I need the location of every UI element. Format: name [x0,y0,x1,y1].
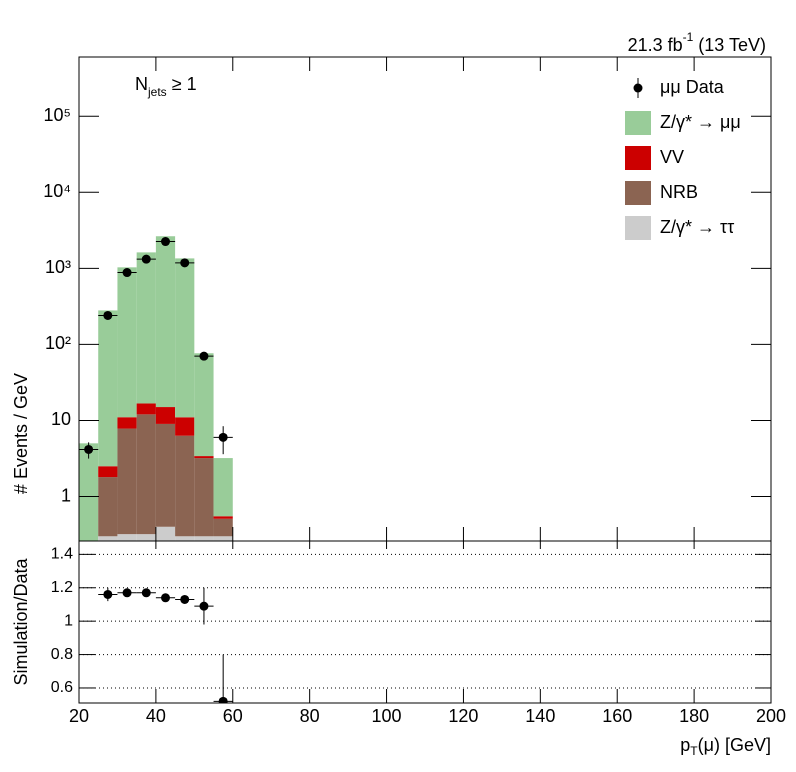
histogram-bar [175,536,195,541]
histogram-bar [98,536,118,541]
histogram-bar [194,456,214,459]
x-tick-label: 160 [602,706,632,726]
histogram-bar [213,518,233,537]
y-tick-label: 10 [51,409,71,429]
histogram-bar [117,417,137,429]
legend-swatch [625,146,651,170]
histogram-bar [117,534,137,541]
x-axis-label: pT(μ) [GeV] [680,735,771,758]
legend-marker [633,83,643,93]
histogram-bar [136,252,156,404]
histogram-bar [136,403,156,415]
ratio-y-tick-label: 1.4 [51,546,73,563]
histogram-bar [155,407,176,424]
lumi-sup: -1 [683,30,694,44]
ratio-point [199,601,209,611]
data-point [122,268,132,278]
lumi-label: 21.3 fb-1 (13 TeV) [628,30,766,55]
histogram-bar [213,536,233,541]
x-tick-label: 80 [300,706,320,726]
x-tick-label: 140 [525,706,555,726]
histogram-bar [194,353,214,457]
data-point [218,432,228,442]
data-point [84,444,94,454]
ratio-point [103,589,113,599]
histogram-bar [136,414,156,535]
histogram-bar [98,477,118,537]
x-label-text: p [680,735,690,755]
ratio-y-tick-label: 0.8 [51,646,73,663]
histogram-bar [175,258,195,418]
legend-swatch [625,216,651,240]
histogram-bar [194,536,214,541]
legend-swatch [625,181,651,205]
x-tick-label: 180 [679,706,709,726]
x-tick-label: 60 [223,706,243,726]
x-tick-label: 120 [448,706,478,726]
ratio-point [218,696,228,703]
annotation-sub: jets [147,85,167,99]
data-point [161,237,170,247]
legend-label: VV [660,147,684,167]
histogram-bar [98,310,118,467]
legend-label: NRB [660,182,698,202]
histogram-bar [175,417,195,436]
ratio-point [141,588,151,598]
x-tick-label: 100 [372,706,402,726]
histogram-bar [117,267,137,418]
lumi-text: (13 TeV) [693,35,766,55]
data-point [180,258,190,268]
legend-label: Z/γ* → ττ [660,217,734,237]
ratio-frame [78,540,772,704]
ratio-point [180,594,190,604]
x-tick-label: 200 [756,706,786,726]
histogram-bar [213,458,233,517]
y-tick-label: 10² [45,333,71,353]
lumi-text: 21.3 fb [628,35,683,55]
histogram-bar [175,435,195,537]
ratio-y-axis-label: Simulation/Data [11,557,31,685]
histogram-bar [213,516,233,519]
ratio-y-tick-label: 1 [64,612,73,629]
legend-swatch [625,111,651,135]
x-tick-label: 20 [69,706,89,726]
y-tick-label: 10⁴ [43,181,71,201]
y-tick-label: 10³ [45,257,71,277]
data-point [141,254,151,264]
ratio-point [161,593,170,603]
legend-label: Z/γ* → μμ [660,112,741,132]
x-label-text: (μ) [GeV] [698,735,771,755]
y-tick-label: 1 [61,485,71,505]
histogram-bar [155,423,176,527]
legend-label: μμ Data [660,77,725,97]
histogram-bar [98,466,118,478]
histogram-bar [136,534,156,541]
histogram-bar [194,458,214,537]
annotation-text: ≥ 1 [167,74,197,94]
histogram-bar [155,526,176,541]
ratio-y-tick-label: 1.2 [51,579,73,596]
histogram-bar [117,428,137,535]
y-axis-label: # Events / GeV [11,373,31,494]
ratio-y-tick-label: 0.6 [51,679,73,696]
annotation: Njets ≥ 1 [135,74,197,99]
histogram-bar [155,236,176,408]
data-point [199,351,209,361]
annotation-text: N [135,74,148,94]
x-label-sub: T [690,744,698,758]
data-point [103,310,113,320]
y-tick-label: 10⁵ [44,105,71,125]
histogram-bar [79,443,99,541]
main-plot [79,236,233,541]
ratio-plot [79,553,771,703]
x-tick-label: 40 [146,706,166,726]
ratio-point [122,588,132,598]
